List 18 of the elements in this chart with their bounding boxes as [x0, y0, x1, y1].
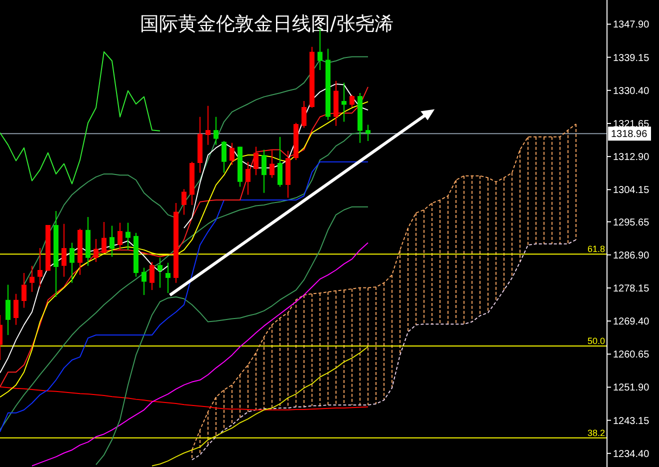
y-tick-label: 1339.15 — [613, 52, 650, 64]
y-tick-label: 1330.40 — [613, 86, 650, 97]
y-tick-label: 1312.90 — [613, 152, 650, 164]
y-tick-label: 1278.15 — [613, 283, 650, 294]
y-tick-label: 1243.15 — [613, 416, 650, 427]
annotation: 61.8 — [587, 244, 605, 254]
y-tick-label: 1295.65 — [613, 217, 650, 228]
y-tick-label: 1234.40 — [613, 448, 650, 460]
text: 国际黄金伦敦金日线图/张尧浠 — [140, 13, 394, 35]
y-tick-label: 1286.90 — [613, 250, 650, 262]
ref-line-label: 1318.96 — [611, 129, 648, 140]
y-tick-label: 1347.90 — [613, 20, 650, 31]
y-tick-label: 1269.40 — [613, 316, 650, 328]
y-tick-label: 1260.65 — [613, 350, 650, 361]
annotation: 50.0 — [587, 336, 605, 346]
y-tick-label: 1251.90 — [613, 382, 650, 394]
annotation: 38.2 — [587, 428, 605, 438]
y-tick-label: 1304.15 — [613, 185, 650, 196]
